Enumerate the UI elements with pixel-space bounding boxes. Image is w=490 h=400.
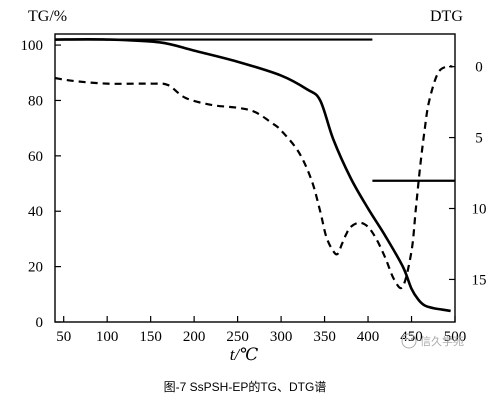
left-y-axis-label: TG/%	[28, 8, 67, 25]
left-y-tick-label: 100	[21, 38, 44, 54]
right-y-axis-label: DTG	[430, 8, 463, 25]
x-axis-label: t/℃	[230, 345, 258, 364]
left-y-tick-label: 80	[28, 93, 43, 109]
left-y-tick-label: 40	[28, 204, 43, 220]
x-tick-label: 50	[56, 329, 71, 345]
left-y-tick-label: 0	[36, 315, 44, 331]
x-tick-label: 250	[226, 329, 249, 345]
left-y-tick-label: 60	[28, 149, 43, 165]
figure-caption: 图-7 SsPSH-EP的TG、DTG谱	[164, 379, 327, 394]
right-y-tick-label: 5	[475, 131, 483, 147]
curves	[54, 38, 455, 313]
watermark-icon	[401, 333, 417, 349]
watermark-logo: 信久学苑	[401, 333, 464, 349]
x-tick-label: 500	[444, 329, 467, 345]
axes	[54, 33, 456, 323]
x-tick-label: 150	[139, 329, 162, 345]
watermark-text: 信久学苑	[420, 334, 464, 348]
x-tick-label: 200	[183, 329, 206, 345]
right-y-tick-label: 15	[472, 272, 487, 288]
dtg-curve	[54, 65, 453, 290]
right-y-tick-label: 0	[475, 60, 483, 76]
x-tick-label: 400	[357, 329, 380, 345]
watermark-icon-dot	[410, 337, 414, 341]
right-y-tick-label: 10	[472, 202, 487, 218]
x-tick-label: 450	[400, 329, 423, 345]
ticks: 50 100 150 200 250 300 350 400 450 50002040608010…	[21, 38, 487, 345]
tg-curve	[54, 38, 451, 313]
left-y-tick-label: 20	[28, 260, 43, 276]
watermark-icon-dot	[404, 337, 408, 341]
x-tick-label: 100	[96, 329, 119, 345]
plot-frame	[54, 33, 456, 323]
x-tick-label: 300	[270, 329, 293, 345]
x-tick-label: 350	[313, 329, 336, 345]
